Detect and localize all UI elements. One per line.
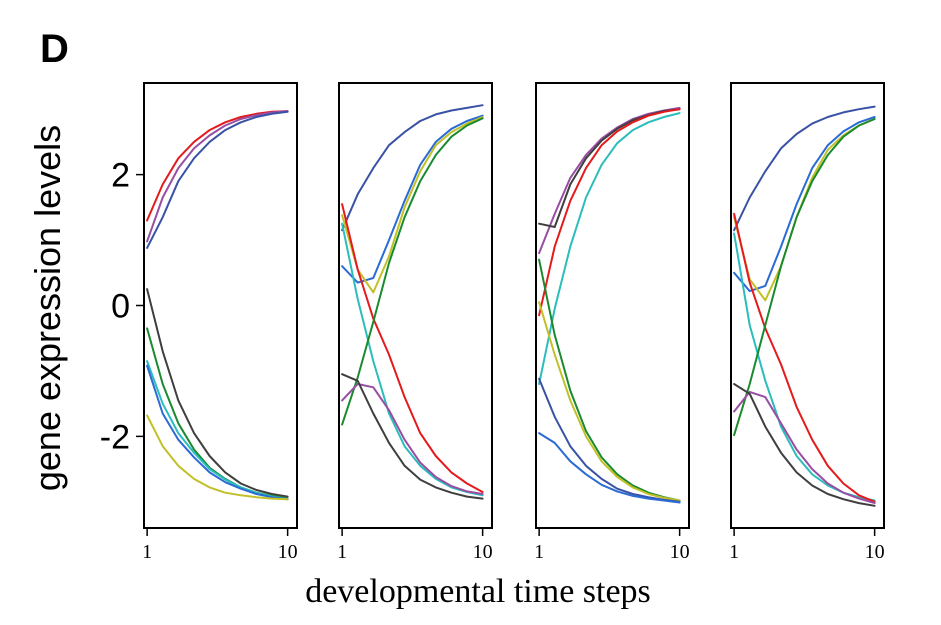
series-line-3 [146,110,289,249]
x-tick-label: 1 [534,541,544,563]
x-tick-label: 10 [865,541,885,563]
x-tick-label: 10 [473,541,493,563]
plot-frame [143,82,298,529]
y-tick-label: 0 [111,288,130,326]
series-line-8 [538,432,681,504]
series-line-7 [146,364,289,501]
series-line-2 [146,110,289,243]
panel-2: 1 10 [337,82,493,563]
panel-3: 1 10 [534,82,690,563]
y-axis-label: gene expression levels [27,125,68,491]
x-tick-label: 1 [142,541,152,563]
series-line-7 [341,383,484,495]
series-line-2 [733,116,876,293]
series-group [341,104,484,500]
series-line-1 [341,104,484,232]
series-group [733,105,876,507]
series-line-8 [733,383,876,507]
y-tick-label: 2 [111,157,130,195]
series-line-8 [341,373,484,500]
series-line-5 [538,258,681,502]
series-line-8 [146,414,289,501]
series-line-6 [146,360,289,501]
panels: 1 10 2 0 -2 1 10 1 10 1 10 [100,82,885,563]
series-line-5 [733,212,876,503]
series-group [538,106,681,504]
series-line-7 [538,377,681,503]
series-line-4 [538,112,681,385]
series-group [146,110,289,501]
plot-frame [535,82,690,529]
series-line-5 [341,203,484,493]
series-line-4 [146,288,289,498]
panel-label: D [40,27,69,71]
panel-4: 1 10 [729,82,885,563]
series-line-3 [538,108,681,317]
plot-frame [730,82,885,529]
x-tick-label: 10 [670,541,690,563]
x-tick-label: 1 [729,541,739,563]
series-line-3 [733,118,876,302]
series-line-2 [538,108,681,228]
plot-frame [338,82,493,529]
panel-1: 1 10 2 0 -2 [100,82,298,563]
y-tick-label: -2 [100,418,130,456]
x-axis-label: developmental time steps [305,573,651,610]
series-line-6 [733,118,876,437]
series-line-6 [538,301,681,502]
series-line-6 [341,117,484,426]
x-tick-label: 10 [278,541,298,563]
series-line-7 [733,390,876,505]
x-tick-label: 1 [337,541,347,563]
series-line-3 [341,116,484,294]
series-line-1 [733,105,876,232]
